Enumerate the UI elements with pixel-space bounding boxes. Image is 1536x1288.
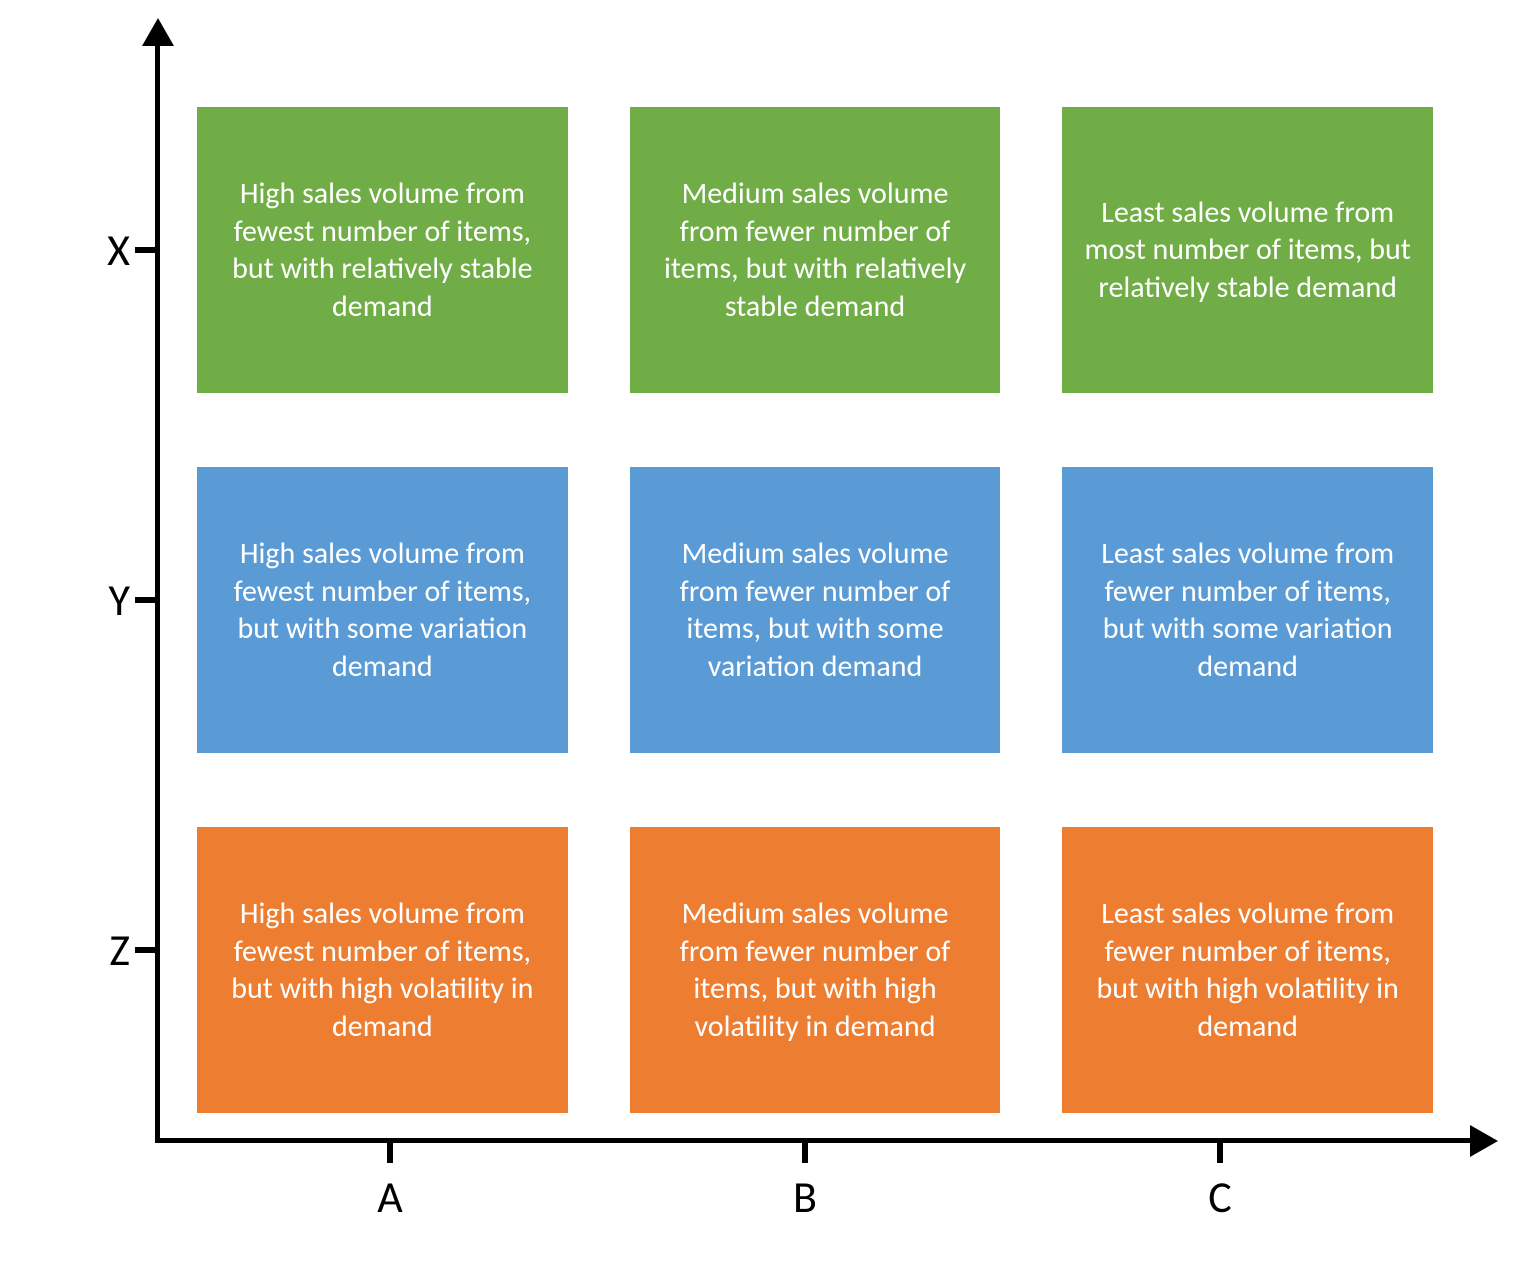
x-tick-c: [1217, 1138, 1223, 1163]
x-tick-a: [387, 1138, 393, 1163]
x-axis-arrow-icon: [1470, 1125, 1498, 1157]
y-tick-x: [135, 247, 160, 253]
cell-x-c: Least sales volume from most number of i…: [1060, 105, 1435, 395]
y-axis-line: [155, 30, 160, 1140]
cell-y-a: High sales volume from fewest number of …: [195, 465, 570, 755]
cell-z-c: Least sales volume from fewer number of …: [1060, 825, 1435, 1115]
cell-z-b: Medium sales volume from fewer number of…: [628, 825, 1003, 1115]
cell-x-a: High sales volume from fewest number of …: [195, 105, 570, 395]
x-label-c: C: [1208, 1170, 1231, 1224]
cell-x-b: Medium sales volume from fewer number of…: [628, 105, 1003, 395]
y-label-x: X: [60, 223, 130, 277]
matrix-chart: X Y Z A B C High sales volume from fewes…: [60, 30, 1480, 1230]
x-label-b: B: [793, 1170, 817, 1224]
y-axis-arrow-icon: [142, 18, 174, 46]
cell-z-a: High sales volume from fewest number of …: [195, 825, 570, 1115]
x-label-a: A: [377, 1170, 402, 1224]
x-axis-line: [155, 1138, 1475, 1143]
cell-y-c: Least sales volume from fewer number of …: [1060, 465, 1435, 755]
y-label-y: Y: [60, 573, 130, 627]
y-label-z: Z: [60, 923, 130, 977]
x-tick-b: [802, 1138, 808, 1163]
cell-y-b: Medium sales volume from fewer number of…: [628, 465, 1003, 755]
y-tick-y: [135, 597, 160, 603]
y-tick-z: [135, 947, 160, 953]
matrix-grid: High sales volume from fewest number of …: [195, 105, 1435, 1115]
